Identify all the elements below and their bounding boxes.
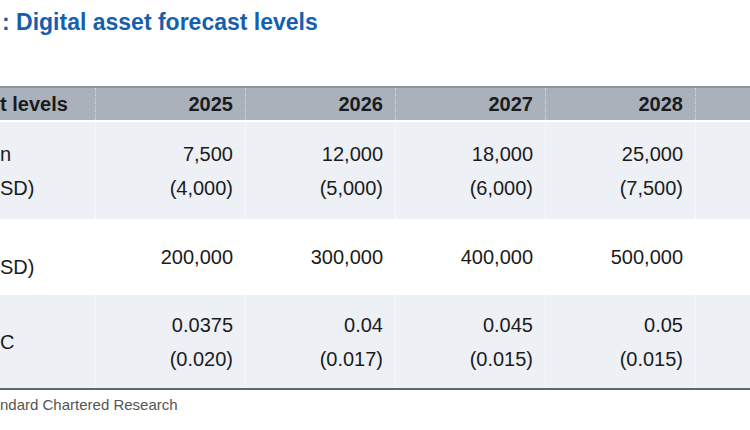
value: 300,000 [311, 240, 383, 274]
cell-r1-spacer [695, 122, 750, 219]
cell-r1-2028: 25,000 (7,500) [545, 122, 695, 219]
row-3-label: C [0, 295, 95, 388]
row-3-label-line-1: C [0, 325, 14, 359]
previous-value: (0.017) [320, 342, 383, 376]
cell-r2-spacer [695, 219, 750, 295]
previous-value: (4,000) [170, 171, 233, 205]
row-1-label: n SD) [0, 122, 95, 219]
table-header-row: t levels 2025 2026 2027 2028 [0, 88, 750, 122]
source-note: ndard Chartered Research [0, 396, 178, 413]
previous-value: (7,500) [620, 171, 683, 205]
value: 25,000 [622, 137, 683, 171]
cell-r3-2027: 0.045 (0.015) [395, 295, 545, 388]
page: : Digital asset forecast levels t levels… [0, 0, 750, 430]
value: 0.05 [644, 308, 683, 342]
row-1-label-line-2: SD) [0, 171, 34, 205]
header-year-2025: 2025 [95, 88, 245, 120]
value: 0.04 [344, 308, 383, 342]
header-year-2026: 2026 [245, 88, 395, 120]
cell-r2-2026: 300,000 [245, 219, 395, 295]
previous-value: (0.015) [620, 342, 683, 376]
cell-r3-2025: 0.0375 (0.020) [95, 295, 245, 388]
cell-r1-2025: 7,500 (4,000) [95, 122, 245, 219]
value: 200,000 [161, 240, 233, 274]
previous-value: (0.020) [170, 342, 233, 376]
cell-r2-2025: 200,000 [95, 219, 245, 295]
previous-value: (0.015) [470, 342, 533, 376]
value: 18,000 [472, 137, 533, 171]
table-row-3: C 0.0375 (0.020) 0.04 (0.017) 0.045 (0.0… [0, 295, 750, 388]
cell-r1-2027: 18,000 (6,000) [395, 122, 545, 219]
value: 7,500 [183, 137, 233, 171]
figure-title: : Digital asset forecast levels [2, 9, 318, 36]
previous-value: (6,000) [470, 171, 533, 205]
value: 0.0375 [172, 308, 233, 342]
value: 500,000 [611, 240, 683, 274]
value: 400,000 [461, 240, 533, 274]
cell-r3-spacer [695, 295, 750, 388]
cell-r3-2028: 0.05 (0.015) [545, 295, 695, 388]
header-spacer-cell [695, 88, 750, 120]
row-2-label-line-1: SD) [0, 250, 34, 284]
header-year-2027: 2027 [395, 88, 545, 120]
table-row-2: SD) 200,000 300,000 400,000 500,000 [0, 219, 750, 295]
row-1-label-line-1: n [0, 137, 11, 171]
previous-value: (5,000) [320, 171, 383, 205]
table-row-1: n SD) 7,500 (4,000) 12,000 (5,000) 18,00… [0, 122, 750, 219]
forecast-table: t levels 2025 2026 2027 2028 n SD) 7,500… [0, 86, 750, 390]
value: 0.045 [483, 308, 533, 342]
cell-r2-2028: 500,000 [545, 219, 695, 295]
cell-r2-2027: 400,000 [395, 219, 545, 295]
header-year-2028: 2028 [545, 88, 695, 120]
cell-r3-2026: 0.04 (0.017) [245, 295, 395, 388]
value: 12,000 [322, 137, 383, 171]
row-2-label: SD) [0, 219, 95, 295]
cell-r1-2026: 12,000 (5,000) [245, 122, 395, 219]
header-label-cell: t levels [0, 88, 95, 120]
